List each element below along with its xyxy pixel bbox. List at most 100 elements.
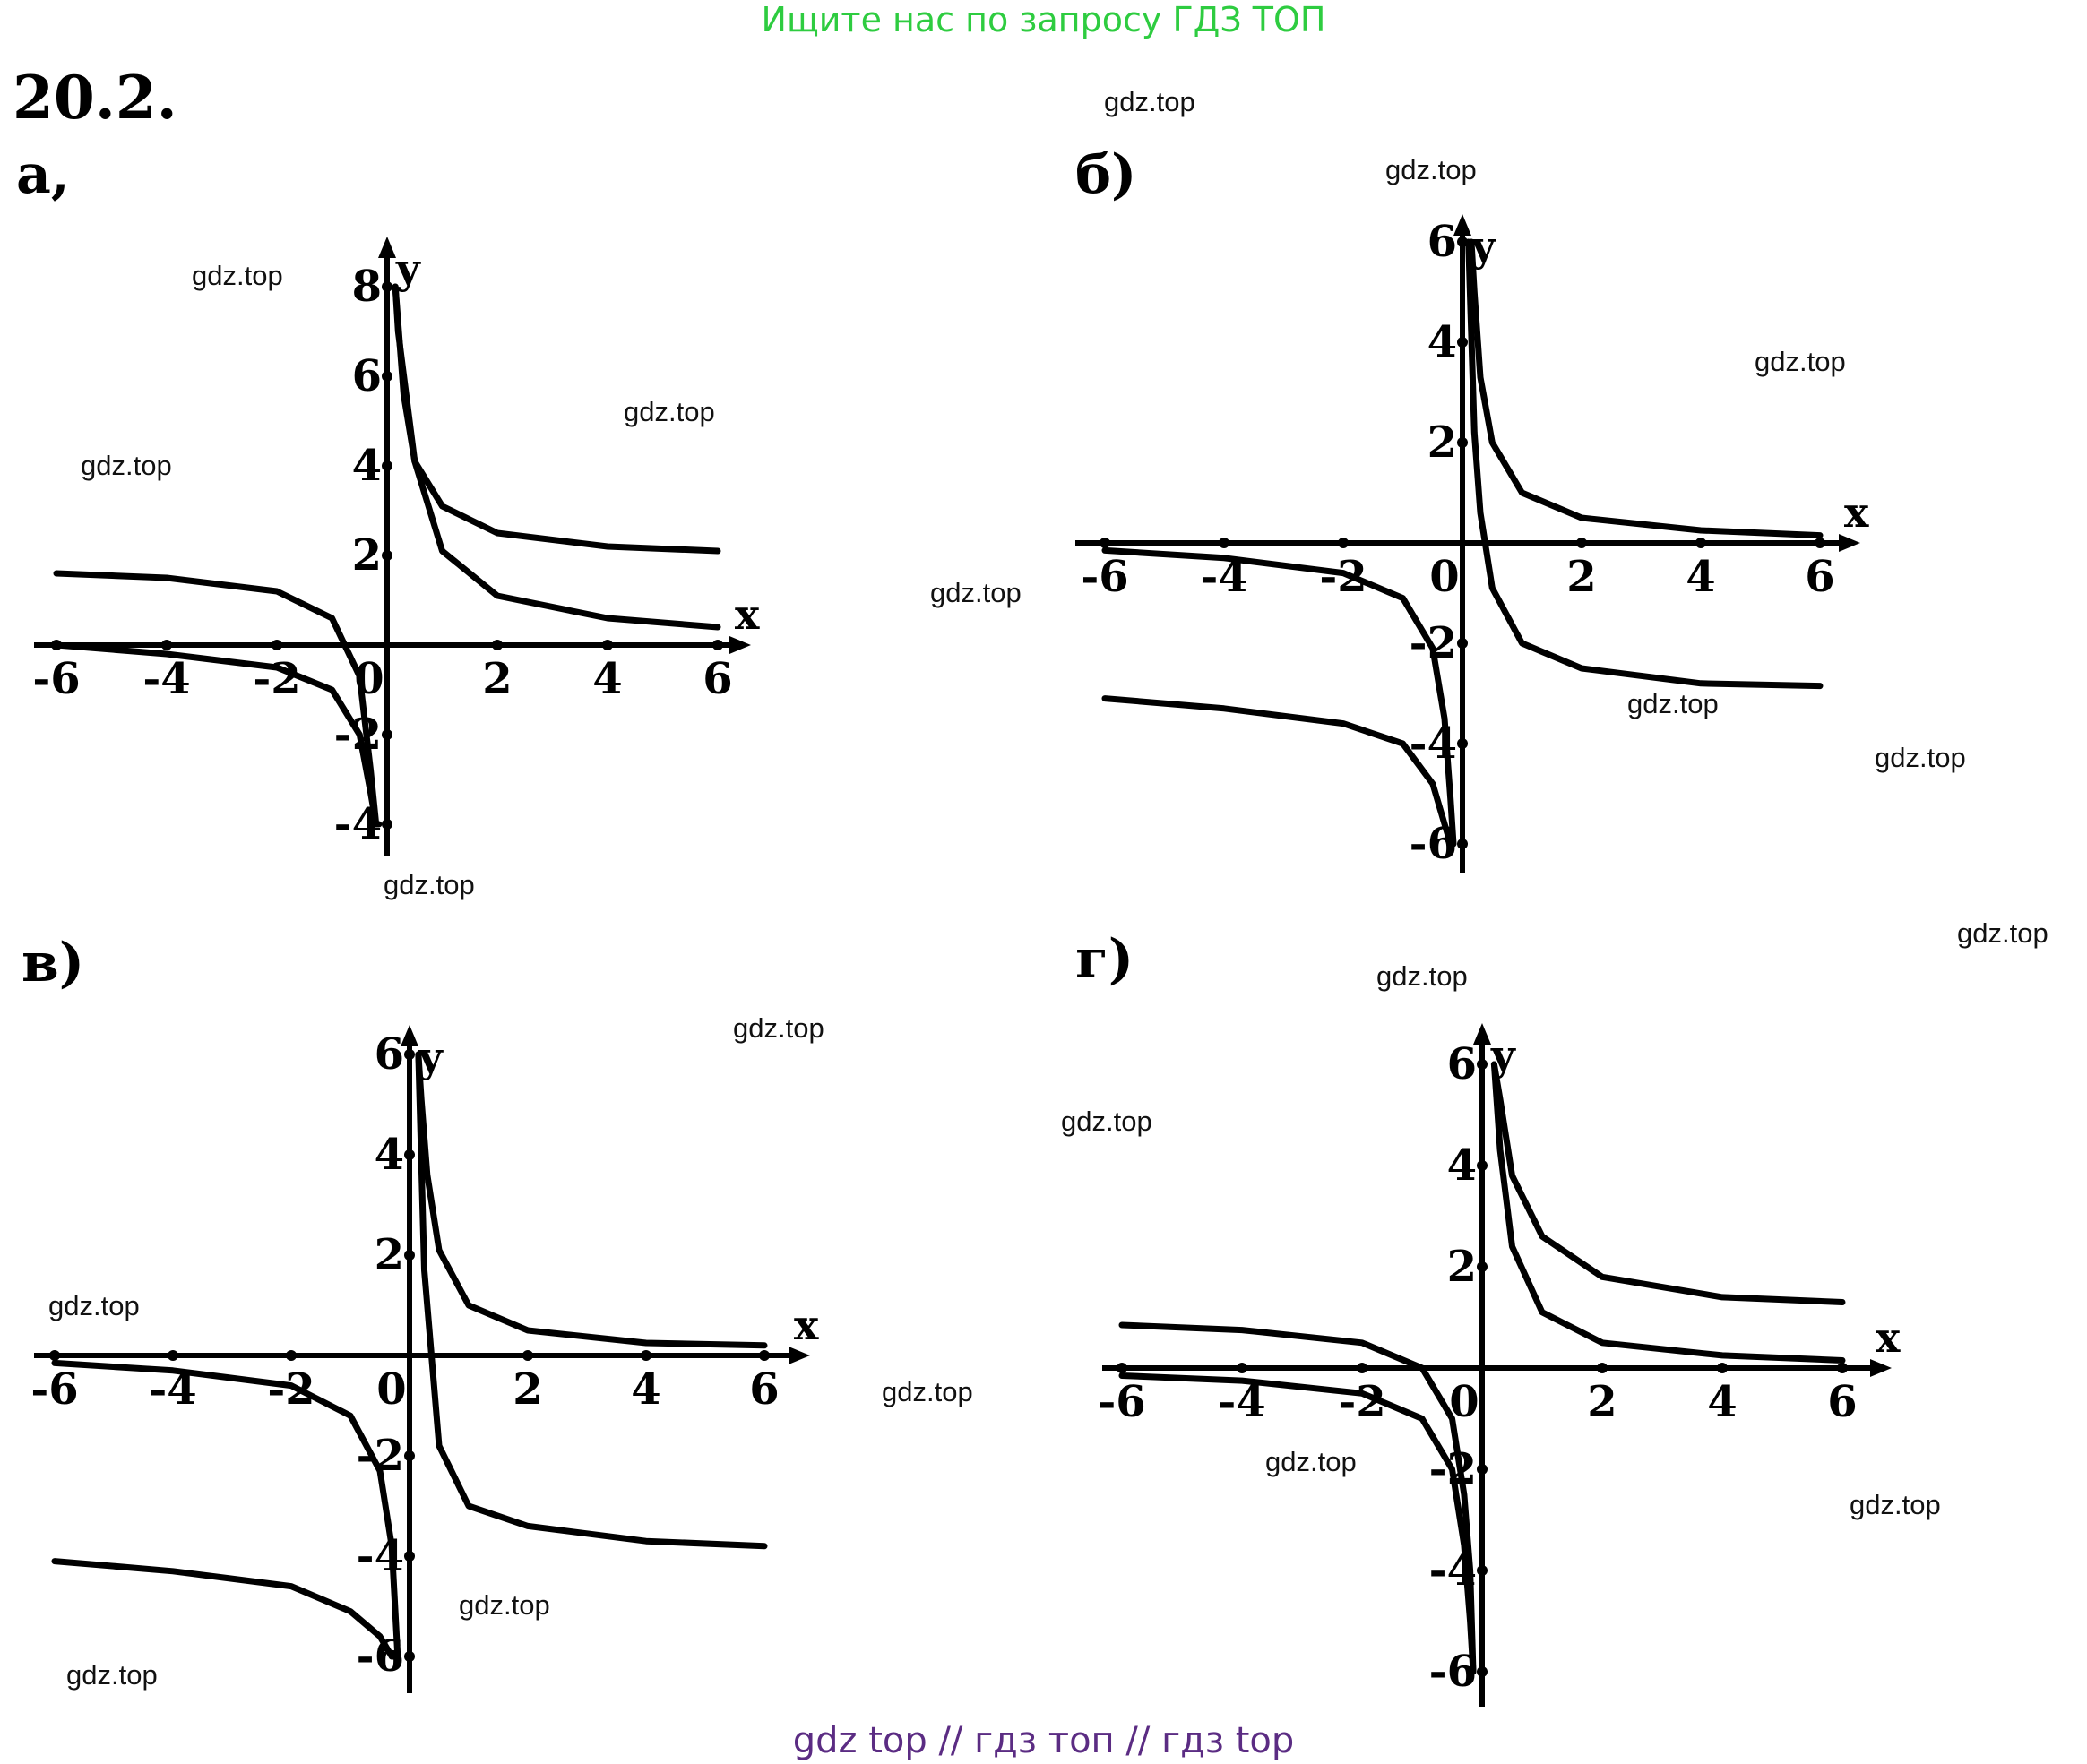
x-tick-label: -4	[142, 654, 190, 704]
watermark: gdz.top	[48, 1290, 140, 1321]
y-tick-label: 2	[1427, 417, 1457, 468]
curve-branch-2	[51, 1558, 401, 1660]
curve-branch-3	[1465, 238, 1824, 690]
x-tick-label: 4	[631, 1364, 660, 1415]
x-tick-mark	[1815, 538, 1825, 548]
watermark: gdz.top	[1385, 154, 1477, 185]
y-tick-mark	[1477, 1160, 1488, 1171]
y-axis-arrow	[401, 1025, 418, 1046]
x-tick-mark	[1695, 538, 1706, 548]
watermark: gdz.top	[930, 577, 1022, 608]
x-tick-mark	[1837, 1363, 1848, 1373]
x-tick-label: -6	[30, 1364, 78, 1415]
x-tick-mark	[641, 1350, 651, 1361]
x-tick-label: -6	[32, 654, 80, 704]
x-tick-mark	[1219, 538, 1229, 548]
y-tick-mark	[1457, 638, 1468, 649]
y-tick-mark	[1457, 337, 1468, 348]
x-tick-mark	[1117, 1363, 1127, 1373]
panel-label-g: г)	[1075, 928, 1134, 991]
watermark: gdz.top	[882, 1376, 973, 1407]
y-tick-label: 2	[1447, 1242, 1477, 1292]
y-tick-mark	[1457, 738, 1468, 749]
curve-branch-2	[53, 570, 380, 828]
y-axis-label: y	[395, 245, 421, 293]
y-tick-mark	[1477, 1565, 1488, 1576]
curve-branch-3	[392, 283, 721, 555]
x-tick-mark	[492, 640, 503, 650]
y-tick-label: 6	[1447, 1039, 1477, 1089]
problem-number: 20.2.	[13, 63, 177, 133]
y-tick-label: 2	[375, 1230, 404, 1280]
x-tick-mark	[49, 1350, 60, 1361]
y-tick-mark	[382, 729, 392, 740]
watermark: gdz.top	[384, 869, 475, 900]
panel-label-v: в)	[22, 932, 85, 994]
curve-branch-2	[1118, 1321, 1477, 1675]
y-tick-mark	[1477, 1666, 1488, 1677]
y-tick-mark	[382, 550, 392, 561]
y-tick-mark	[404, 1049, 415, 1060]
y-tick-mark	[382, 371, 392, 382]
x-axis-arrow	[789, 1347, 810, 1364]
panel-label-b: б)	[1075, 143, 1137, 206]
y-tick-mark	[1477, 1464, 1488, 1475]
x-tick-label: 6	[1805, 552, 1834, 602]
watermark: gdz.top	[1627, 688, 1719, 719]
x-tick-mark	[1237, 1363, 1247, 1373]
y-tick-mark	[382, 460, 392, 471]
x-axis-arrow	[729, 636, 751, 654]
x-tick-mark	[286, 1350, 297, 1361]
x-tick-label: 4	[1707, 1377, 1737, 1427]
watermark: gdz.top	[66, 1659, 158, 1691]
y-tick-mark	[1477, 1261, 1488, 1272]
y-tick-mark	[1457, 839, 1468, 849]
x-tick-label: 0	[376, 1364, 406, 1415]
y-tick-label: -6	[1429, 1647, 1477, 1697]
x-tick-label: -2	[253, 654, 300, 704]
watermark: gdz.top	[624, 396, 715, 427]
x-axis-label: x	[1844, 488, 1869, 537]
search-banner: Ищите нас по запросу ГДЗ ТОП	[761, 0, 1326, 39]
curve-branch-1	[1490, 1061, 1846, 1364]
y-axis-arrow	[1473, 1023, 1491, 1045]
x-tick-label: 4	[1686, 552, 1715, 602]
x-axis-label: x	[735, 590, 760, 639]
y-axis-arrow	[1453, 214, 1471, 236]
curve-branch-1	[415, 1051, 768, 1349]
y-tick-label: 6	[1427, 217, 1457, 267]
y-tick-label: 4	[1447, 1140, 1477, 1191]
y-tick-mark	[404, 1250, 415, 1261]
watermark: gdz.top	[1957, 917, 2048, 949]
x-tick-label: -2	[267, 1364, 315, 1415]
x-tick-mark	[522, 1350, 533, 1361]
curve-branch-3	[1490, 1061, 1846, 1305]
x-tick-label: 2	[482, 654, 512, 704]
curve-branch-2	[1101, 695, 1454, 848]
y-tick-label: 6	[375, 1029, 404, 1080]
watermark: gdz.top	[1755, 346, 1846, 377]
x-tick-label: 6	[1827, 1377, 1857, 1427]
y-tick-mark	[382, 281, 392, 292]
curve-branch-1	[1468, 238, 1824, 539]
x-tick-label: -6	[1081, 552, 1128, 602]
watermark: gdz.top	[1061, 1106, 1152, 1137]
watermark: gdz.top	[81, 450, 172, 481]
x-tick-mark	[1597, 1363, 1608, 1373]
watermark: gdz.top	[1104, 86, 1195, 117]
x-tick-mark	[1100, 538, 1110, 548]
x-tick-label: 6	[703, 654, 732, 704]
x-tick-mark	[759, 1350, 770, 1361]
watermark: gdz.top	[1875, 742, 1966, 773]
x-tick-label: 0	[1429, 552, 1459, 602]
y-tick-label: -4	[357, 1531, 404, 1581]
x-tick-label: -6	[1098, 1377, 1145, 1427]
y-tick-mark	[1457, 237, 1468, 247]
y-tick-label: 2	[352, 530, 382, 581]
y-tick-mark	[1477, 1059, 1488, 1070]
x-tick-mark	[712, 640, 723, 650]
